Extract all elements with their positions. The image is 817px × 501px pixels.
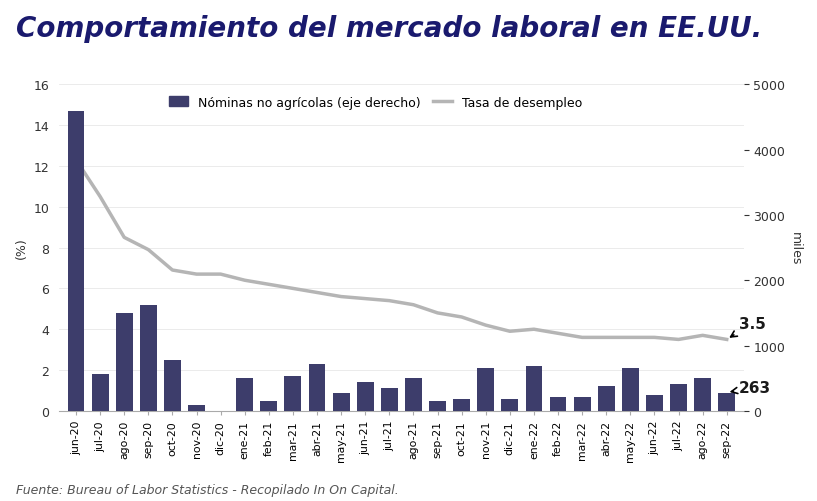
Bar [381, 389, 398, 411]
Bar [236, 378, 253, 411]
Bar [502, 399, 518, 411]
Bar [405, 378, 422, 411]
Bar [694, 378, 711, 411]
Bar [333, 393, 350, 411]
Bar [574, 397, 591, 411]
Bar [622, 368, 639, 411]
Y-axis label: miles: miles [789, 231, 802, 265]
Bar [670, 385, 687, 411]
Text: 263: 263 [731, 380, 771, 395]
Bar [598, 387, 614, 411]
Legend: Nóminas no agrícolas (eje derecho), Tasa de desempleo: Nóminas no agrícolas (eje derecho), Tasa… [164, 91, 587, 114]
Bar [646, 395, 663, 411]
Bar [116, 313, 132, 411]
Text: Comportamiento del mercado laboral en EE.UU.: Comportamiento del mercado laboral en EE… [16, 15, 762, 43]
Text: 3.5: 3.5 [730, 316, 766, 337]
Bar [309, 364, 325, 411]
Bar [212, 411, 229, 417]
Bar [718, 393, 735, 411]
Bar [164, 360, 181, 411]
Bar [429, 401, 446, 411]
Text: Fuente: Bureau of Labor Statistics - Recopilado In On Capital.: Fuente: Bureau of Labor Statistics - Rec… [16, 483, 399, 496]
Bar [92, 374, 109, 411]
Y-axis label: (%): (%) [15, 237, 28, 259]
Bar [453, 399, 470, 411]
Bar [477, 368, 494, 411]
Bar [357, 383, 373, 411]
Bar [261, 401, 277, 411]
Bar [525, 366, 542, 411]
Bar [550, 397, 566, 411]
Bar [188, 405, 205, 411]
Bar [68, 112, 84, 411]
Bar [284, 376, 301, 411]
Bar [140, 305, 157, 411]
